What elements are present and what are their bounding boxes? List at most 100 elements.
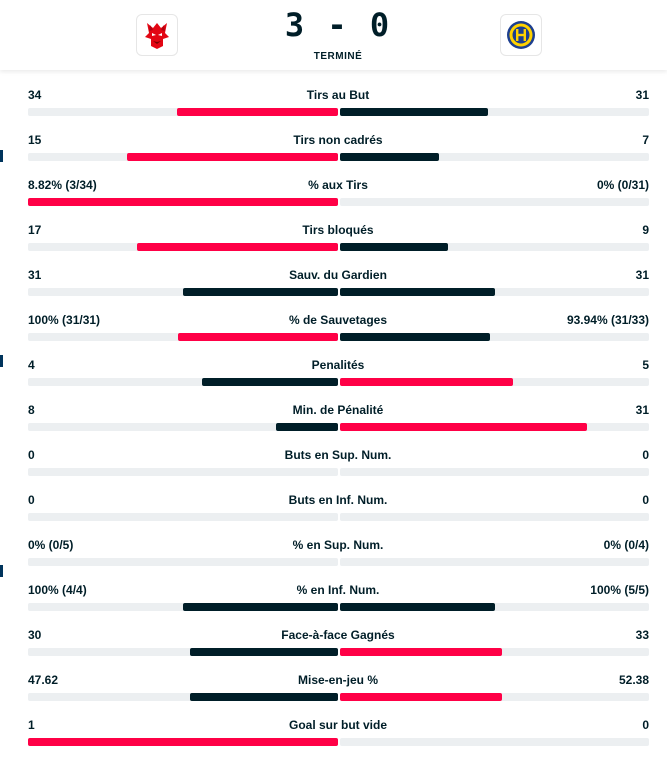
stat-row: 1 Goal sur but vide 0	[0, 710, 667, 755]
stat-row: 100% (4/4) % en Inf. Num. 100% (5/5)	[0, 575, 667, 620]
home-stat-track	[28, 603, 338, 611]
away-stat-bar	[340, 648, 502, 656]
away-stat-bar	[340, 423, 588, 431]
home-stat-track	[28, 288, 338, 296]
home-stat-bar	[136, 243, 338, 251]
match-header: 3 - 0 TERMINÉ	[0, 0, 667, 70]
stat-row: 0 Buts en Inf. Num. 0	[0, 485, 667, 530]
stat-label: % en Sup. Num.	[292, 538, 384, 552]
edge-marker	[0, 150, 3, 162]
away-stat-track	[340, 738, 649, 746]
away-stat-value: 0	[642, 493, 649, 507]
home-stat-track	[28, 648, 338, 656]
stat-label: % de Sauvetages	[288, 313, 388, 327]
match-status: TERMINÉ	[313, 51, 363, 62]
home-stat-bar	[176, 108, 338, 116]
stat-row: 15 Tirs non cadrés 7	[0, 125, 667, 170]
home-stat-bar	[183, 603, 338, 611]
home-stat-track	[28, 513, 338, 521]
home-stat-track	[28, 378, 338, 386]
away-stat-value: 33	[635, 628, 649, 642]
stat-label: Sauv. du Gardien	[289, 268, 387, 282]
home-stat-track	[28, 738, 338, 746]
stat-row: 8.82% (3/34) % aux Tirs 0% (0/31)	[0, 170, 667, 215]
stat-label: % aux Tirs	[308, 178, 368, 192]
edge-marker	[0, 565, 3, 577]
home-stat-value: 0	[28, 493, 35, 507]
stat-row: 0 Buts en Sup. Num. 0	[0, 440, 667, 485]
home-stat-value: 100% (4/4)	[28, 583, 87, 597]
home-stat-bar	[28, 198, 338, 206]
home-team-logo[interactable]	[136, 14, 178, 56]
home-stat-value: 17	[28, 223, 42, 237]
stat-label: Goal sur but vide	[288, 718, 387, 732]
away-stat-track	[340, 558, 649, 566]
away-stat-value: 7	[642, 133, 649, 147]
away-stat-bar	[340, 603, 495, 611]
stat-label: % en Inf. Num.	[296, 583, 380, 597]
away-stat-value: 31	[635, 268, 649, 282]
away-stat-bar	[340, 378, 514, 386]
stat-label: Tirs bloqués	[302, 223, 374, 237]
away-stat-track	[340, 288, 649, 296]
away-stat-bar	[340, 108, 489, 116]
stat-label: Tirs non cadrés	[293, 133, 383, 147]
home-stat-value: 15	[28, 133, 42, 147]
lion-head-icon	[145, 23, 169, 49]
home-stat-bar	[127, 153, 338, 161]
home-stat-track	[28, 558, 338, 566]
home-stat-bar	[183, 288, 338, 296]
stat-row: 34 Tirs au But 31	[0, 80, 667, 125]
home-stat-value: 8.82% (3/34)	[28, 178, 97, 192]
away-stat-bar	[340, 288, 495, 296]
away-stat-bar	[340, 333, 490, 341]
home-stat-bar	[178, 333, 338, 341]
stat-row: 8 Min. de Pénalité 31	[0, 395, 667, 440]
statistics-list: 34 Tirs au But 31 15 Tirs non cadrés 7 8.82% (…	[0, 80, 667, 755]
away-stat-track	[340, 468, 649, 476]
stat-row: 4 Penalités 5	[0, 350, 667, 395]
home-stat-track	[28, 243, 338, 251]
stat-label: Penalités	[311, 358, 365, 372]
stat-row: 17 Tirs bloqués 9	[0, 215, 667, 260]
home-stat-value: 100% (31/31)	[28, 313, 101, 327]
stat-row: 31 Sauv. du Gardien 31	[0, 260, 667, 305]
away-stat-value: 0	[642, 448, 649, 462]
stat-row: 47.62 Mise-en-jeu % 52.38	[0, 665, 667, 710]
home-stat-value: 31	[28, 268, 42, 282]
away-stat-value: 0% (0/31)	[596, 178, 649, 192]
home-stat-track	[28, 693, 338, 701]
stat-label: Mise-en-jeu %	[297, 673, 378, 687]
stat-label: Buts en Inf. Num.	[288, 493, 388, 507]
away-stat-track	[340, 153, 649, 161]
home-stat-bar	[28, 738, 338, 746]
stat-label: Min. de Pénalité	[292, 403, 384, 417]
hc-lugano-crest-icon	[507, 21, 535, 49]
home-stat-value: 30	[28, 628, 42, 642]
stat-label: Buts en Sup. Num.	[284, 448, 392, 462]
away-stat-value: 100% (5/5)	[590, 583, 649, 597]
home-stat-value: 47.62	[28, 673, 59, 687]
away-stat-value: 93.94% (31/33)	[566, 313, 649, 327]
home-stat-track	[28, 423, 338, 431]
away-stat-track	[340, 243, 649, 251]
away-stat-value: 0	[642, 718, 649, 732]
away-stat-value: 52.38	[618, 673, 649, 687]
away-stat-track	[340, 108, 649, 116]
home-stat-value: 4	[28, 358, 35, 372]
home-stat-track	[28, 333, 338, 341]
home-stat-value: 8	[28, 403, 35, 417]
stat-label: Tirs au But	[306, 88, 370, 102]
away-stat-track	[340, 423, 649, 431]
home-stat-bar	[190, 648, 338, 656]
away-stat-track	[340, 693, 649, 701]
away-stat-track	[340, 603, 649, 611]
home-stat-bar	[190, 693, 338, 701]
away-team-logo[interactable]	[500, 14, 542, 56]
away-stat-value: 31	[635, 403, 649, 417]
edge-marker	[0, 355, 3, 367]
stat-row: 30 Face-à-face Gagnés 33	[0, 620, 667, 665]
home-stat-value: 1	[28, 718, 35, 732]
home-stat-track	[28, 468, 338, 476]
away-stat-track	[340, 648, 649, 656]
